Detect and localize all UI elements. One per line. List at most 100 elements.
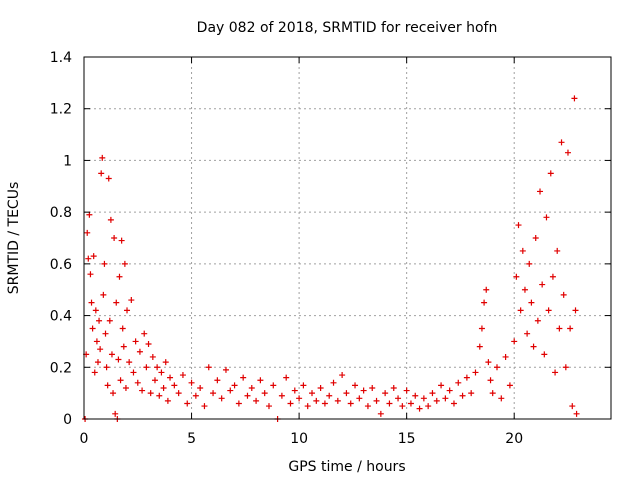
data-point — [261, 390, 268, 397]
data-point — [201, 403, 208, 410]
data-point — [100, 291, 107, 298]
data-point — [90, 253, 97, 260]
data-point — [106, 317, 113, 324]
data-point — [489, 390, 496, 397]
data-point — [483, 286, 490, 293]
data-point — [156, 392, 163, 399]
data-point — [188, 379, 195, 386]
data-point — [377, 410, 384, 417]
data-point — [115, 356, 122, 363]
data-point — [87, 271, 94, 278]
data-point — [313, 397, 320, 404]
data-point — [97, 346, 104, 353]
data-point — [175, 390, 182, 397]
y-tick-label: 1 — [63, 153, 72, 169]
data-point — [395, 395, 402, 402]
data-point — [524, 330, 531, 337]
plot-frame — [83, 56, 612, 420]
data-point — [347, 400, 354, 407]
data-point — [569, 403, 576, 410]
data-point — [530, 343, 537, 350]
data-point — [321, 400, 328, 407]
data-point — [105, 175, 112, 182]
y-tick-label: 0.4 — [50, 309, 72, 325]
data-point — [403, 387, 410, 394]
data-point — [386, 400, 393, 407]
data-point — [218, 395, 225, 402]
data-point — [167, 374, 174, 381]
data-point — [317, 384, 324, 391]
data-point — [151, 377, 158, 384]
data-point — [117, 377, 124, 384]
data-point — [214, 377, 221, 384]
data-point — [112, 410, 119, 417]
data-point — [407, 400, 414, 407]
data-point — [343, 390, 350, 397]
data-point — [382, 390, 389, 397]
y-axis-label: SRMTID / TECUs — [6, 182, 22, 295]
data-point — [296, 395, 303, 402]
data-point — [171, 382, 178, 389]
data-point — [124, 307, 131, 314]
data-point — [244, 392, 251, 399]
data-point — [128, 297, 135, 304]
data-point — [493, 364, 500, 371]
x-axis-label: GPS time / hours — [288, 459, 405, 475]
data-point — [149, 353, 156, 360]
data-point — [554, 247, 561, 254]
data-point — [160, 384, 167, 391]
y-tick-label: 0.6 — [50, 257, 72, 273]
data-point — [547, 170, 554, 177]
data-point — [119, 325, 126, 332]
data-point — [121, 260, 128, 267]
data-point — [86, 211, 93, 218]
data-point — [205, 364, 212, 371]
axis-ticks — [83, 56, 611, 420]
data-point — [283, 374, 290, 381]
data-point — [549, 273, 556, 280]
data-point — [126, 359, 133, 366]
y-tick-label: 0.2 — [50, 360, 72, 376]
data-point — [356, 395, 363, 402]
data-point — [468, 390, 475, 397]
data-point — [300, 382, 307, 389]
data-point — [162, 359, 169, 366]
data-point — [556, 325, 563, 332]
data-point — [309, 390, 316, 397]
y-tick-label: 1.4 — [50, 50, 72, 66]
data-point — [158, 369, 165, 376]
data-point — [192, 392, 199, 399]
data-point — [517, 307, 524, 314]
data-point — [265, 403, 272, 410]
data-point — [515, 222, 522, 229]
tick-labels: 0 5 10 15 20 0 0.2 0.4 0.6 0.8 1 1.2 1.4 — [50, 50, 523, 447]
data-point — [120, 343, 127, 350]
data-point — [573, 410, 580, 417]
data-point — [257, 377, 264, 384]
data-point — [339, 372, 346, 379]
data-point — [541, 351, 548, 358]
y-tick-label: 0.8 — [50, 205, 72, 221]
data-point — [502, 353, 509, 360]
data-point — [330, 379, 337, 386]
data-point — [485, 359, 492, 366]
data-point — [571, 95, 578, 102]
data-point — [111, 235, 118, 241]
data-point — [222, 366, 229, 373]
data-point — [98, 170, 105, 177]
data-point — [543, 214, 550, 221]
data-point — [425, 403, 432, 410]
data-point — [88, 299, 95, 306]
data-point — [545, 307, 552, 314]
data-point — [141, 330, 148, 337]
data-point — [92, 307, 99, 314]
chart-title: Day 082 of 2018, SRMTID for receiver hof… — [197, 20, 498, 36]
data-point — [253, 397, 260, 404]
x-tick-label: 15 — [398, 431, 416, 447]
data-point — [278, 392, 285, 399]
data-point — [513, 273, 520, 280]
data-point — [326, 392, 333, 399]
data-point — [369, 384, 376, 391]
data-point — [270, 382, 277, 389]
data-point — [113, 299, 120, 306]
